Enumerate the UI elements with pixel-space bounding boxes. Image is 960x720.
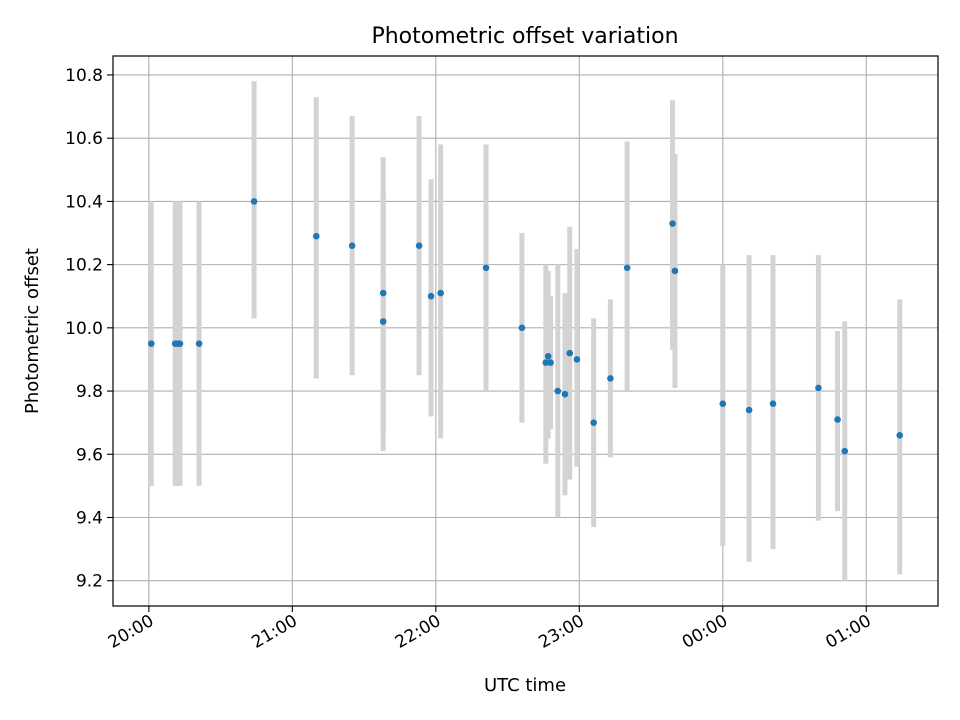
plot-frame — [112, 55, 939, 607]
data-point — [518, 324, 526, 332]
y-tick-label: 9.6 — [76, 445, 103, 465]
x-axis-ticks: 20:00 21:00 22:00 23:00 00:00 01:00 — [105, 606, 875, 653]
data-point — [312, 232, 320, 240]
data-point — [566, 349, 574, 357]
y-tick-label: 9.2 — [76, 572, 103, 592]
x-axis-label: UTC time — [484, 675, 566, 696]
data-point — [427, 292, 435, 300]
data-point — [547, 359, 554, 366]
data-point — [348, 242, 356, 249]
data-point — [415, 242, 423, 249]
y-axis-ticks: 9.2 9.4 9.6 9.8 10.0 10.2 10.4 10.6 10.8 — [65, 66, 113, 592]
y-tick-label: 10.4 — [65, 192, 103, 212]
data-point — [573, 356, 581, 363]
grid — [113, 56, 938, 606]
data-point — [815, 384, 822, 392]
data-point — [379, 318, 387, 325]
data-point — [607, 375, 614, 382]
data-points — [147, 198, 904, 455]
x-tick-label: 23:00 — [535, 611, 587, 653]
data-point — [623, 264, 631, 272]
chart-title: Photometric offset variation — [371, 24, 678, 49]
x-tick-label: 01:00 — [822, 611, 874, 653]
y-tick-label: 10.6 — [65, 129, 103, 149]
y-tick-label: 9.4 — [76, 508, 103, 528]
data-point — [561, 390, 569, 398]
data-point — [669, 220, 676, 227]
data-point — [542, 359, 550, 366]
y-tick-label: 10.8 — [65, 66, 103, 86]
data-point — [719, 400, 727, 408]
data-point — [745, 406, 753, 414]
data-point — [590, 419, 597, 426]
x-tick-label: 20:00 — [105, 611, 157, 653]
x-tick-label: 22:00 — [392, 611, 444, 653]
data-point — [250, 198, 258, 205]
data-point — [554, 387, 562, 395]
data-point — [147, 340, 155, 347]
data-point — [544, 352, 552, 360]
y-axis-label: Photometric offset — [22, 248, 43, 414]
data-point — [896, 432, 904, 439]
data-point — [379, 289, 387, 297]
data-point — [437, 289, 444, 297]
data-point — [841, 447, 849, 455]
data-point — [769, 400, 777, 408]
data-point — [176, 340, 184, 347]
y-tick-label: 10.2 — [65, 256, 103, 276]
y-tick-label: 10.0 — [65, 319, 103, 339]
x-tick-label: 21:00 — [248, 611, 300, 653]
error-bars — [148, 81, 903, 581]
data-point — [195, 340, 203, 347]
data-point — [671, 267, 679, 275]
y-tick-label: 9.8 — [76, 382, 103, 402]
data-point — [482, 264, 490, 272]
x-tick-label: 00:00 — [679, 611, 731, 653]
data-point — [834, 416, 841, 423]
